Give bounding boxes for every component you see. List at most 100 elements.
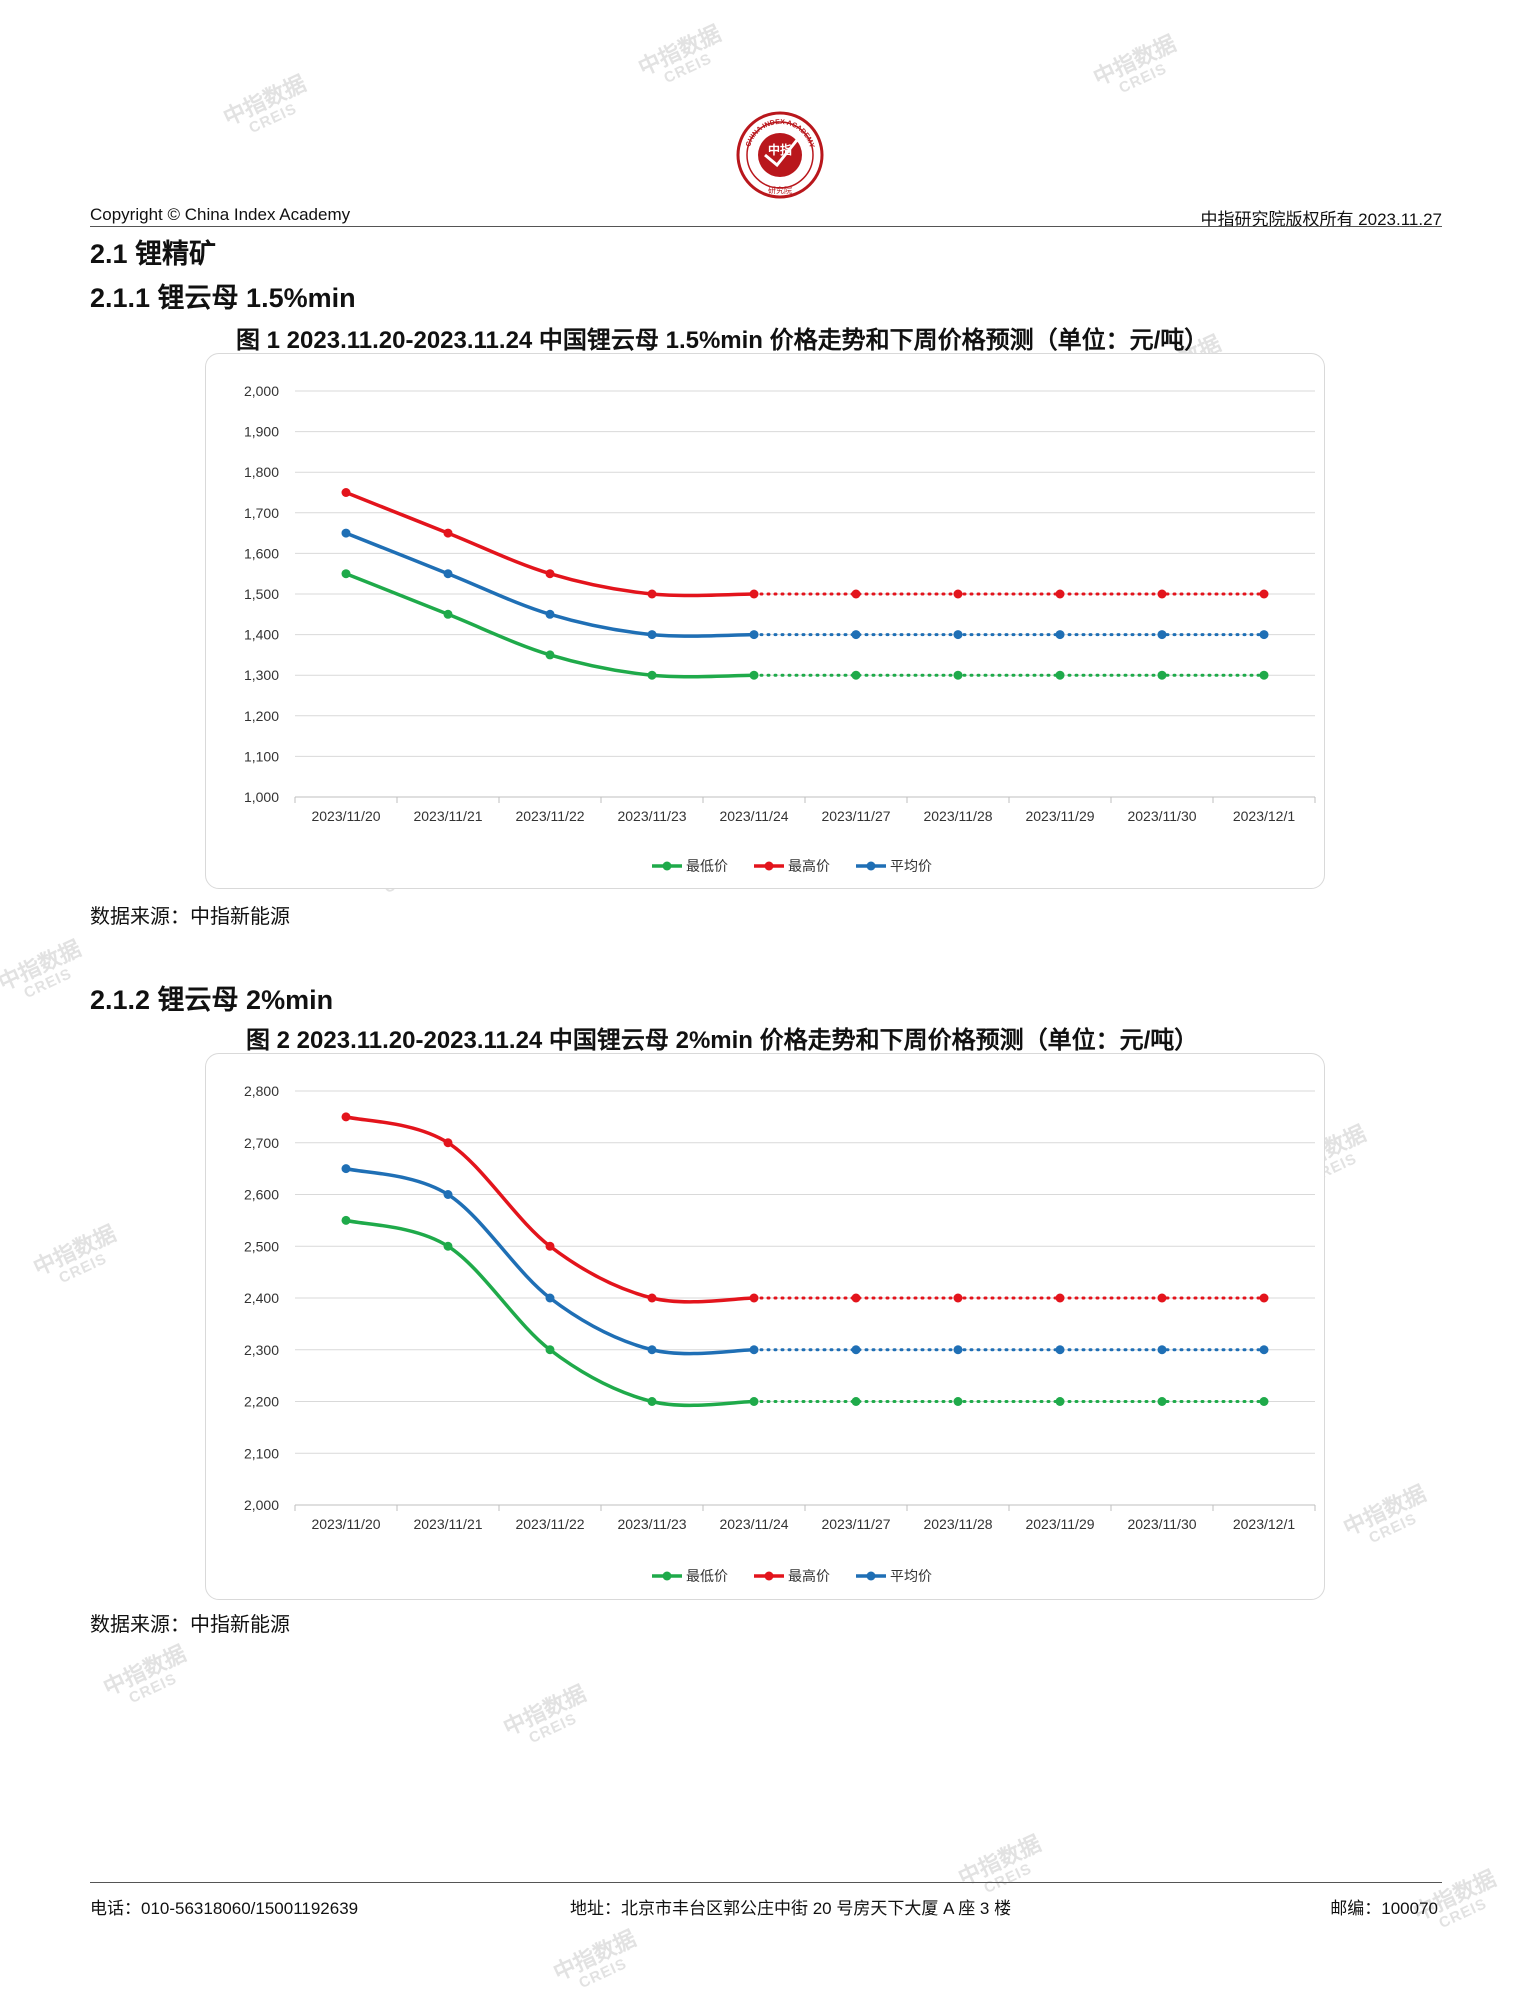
y-tick-label: 1,400 [244,627,279,643]
data-point [545,1293,555,1303]
data-point [647,670,657,680]
x-tick-label: 2023/11/24 [719,808,788,824]
y-tick-label: 1,900 [244,424,279,440]
legend-marker [866,861,876,871]
y-tick-label: 2,000 [244,383,279,399]
figure-2-source: 数据来源：中指新能源 [90,1614,290,1636]
y-tick-label: 2,000 [244,1497,279,1513]
x-tick-label: 2023/11/27 [821,808,890,824]
data-point [1259,1345,1269,1355]
data-point [1259,630,1269,640]
legend-label: 最高价 [788,858,830,874]
legend-label: 最低价 [686,1568,728,1584]
y-tick-label: 2,800 [244,1083,279,1099]
header-divider [90,226,1442,227]
data-point [545,650,555,660]
x-tick-label: 2023/12/1 [1233,808,1295,824]
y-tick-label: 2,500 [244,1238,279,1254]
legend-marker [662,861,672,871]
data-point [443,1190,453,1199]
data-point [1157,1345,1167,1355]
chart-1: 1,000 1,100 1,200 1,300 1,400 1,500 1,600 1,700… [244,383,1316,874]
x-tick-label: 2023/11/21 [413,808,482,824]
series-line-actual [344,531,756,638]
x-tick-label: 2023/11/20 [311,1516,380,1532]
x-tick-label: 2023/11/30 [1127,808,1196,824]
legend-marker [866,1571,876,1581]
data-point [851,630,861,640]
data-point [851,1293,861,1303]
data-point [851,1345,861,1355]
logo-center-text: 中指 [768,142,792,157]
china-index-academy-logo: CHINA INDEX ACADEMY 中指 研究院 [736,111,824,199]
y-tick-label: 2,400 [244,1290,279,1306]
x-tick-label: 2023/11/23 [617,1516,686,1532]
data-point [1055,589,1065,599]
data-point [341,1112,351,1122]
data-point [545,569,555,579]
chart-2-frame: 2,000 2,100 2,200 2,300 2,400 2,500 2,600 2,700… [205,1053,1325,1600]
data-point [851,1397,861,1406]
y-tick-label: 1,700 [244,505,279,521]
data-point [341,528,351,538]
data-point [1055,670,1065,680]
x-tick-label: 2023/11/29 [1025,1516,1094,1532]
x-tick-label: 2023/11/20 [311,808,380,824]
subsection-title-1: 2.1.1 锂云母 1.5%min [90,283,356,313]
data-point [1259,670,1269,680]
y-tick-label: 1,600 [244,545,279,561]
x-tick-label: 2023/11/27 [821,1516,890,1532]
footer-divider [90,1882,1442,1883]
data-point [545,1241,555,1251]
data-point [341,1215,351,1225]
x-tick-label: 2023/11/28 [923,808,992,824]
figure-2-title: 图 2 2023.11.20-2023.11.24 中国锂云母 2%min 价格… [246,1027,1199,1054]
footer-phone: 电话：010-56318060/15001192639 [90,1899,359,1918]
y-tick-label: 1,500 [244,586,279,602]
data-point [443,1241,453,1251]
data-point [341,569,351,579]
x-tick-label: 2023/11/29 [1025,808,1094,824]
data-point [1157,1397,1167,1406]
data-point [1157,630,1167,640]
series-line-actual [344,490,756,598]
section-title: 2.1 锂精矿 [90,239,217,269]
data-point [647,1293,657,1303]
data-point [1055,1397,1065,1406]
data-point [545,1345,555,1355]
data-point [749,630,759,640]
data-point [443,528,453,538]
y-tick-label: 2,700 [244,1135,279,1151]
data-point [1055,630,1065,640]
footer-postcode: 邮编：100070 [1330,1899,1438,1918]
legend-label: 最低价 [686,858,728,874]
subsection-title-2: 2.1.2 锂云母 2%min [90,985,334,1015]
figure-1-source: 数据来源：中指新能源 [90,906,290,928]
data-point [341,1164,351,1174]
legend-label: 平均价 [890,858,932,874]
x-tick-label: 2023/11/22 [515,1516,584,1532]
data-point [1259,1293,1269,1303]
copyright-text: Copyright © China Index Academy [90,205,351,224]
y-tick-label: 1,300 [244,667,279,683]
y-tick-label: 2,600 [244,1187,279,1203]
data-point [1055,1345,1065,1355]
data-point [749,1345,759,1355]
data-point [1055,1293,1065,1303]
y-tick-label: 1,800 [244,464,279,480]
x-tick-label: 2023/11/22 [515,808,584,824]
series-line-actual [344,571,756,679]
data-point [1259,1397,1269,1406]
figure-1-title: 图 1 2023.11.20-2023.11.24 中国锂云母 1.5%min … [236,327,1209,354]
logo-bottom-text: 研究院 [768,185,792,195]
y-tick-label: 2,200 [244,1394,279,1410]
data-point [443,1138,453,1148]
data-point [749,670,759,680]
x-tick-label: 2023/11/24 [719,1516,788,1532]
data-point [1157,1293,1167,1303]
y-tick-label: 1,100 [244,748,279,764]
